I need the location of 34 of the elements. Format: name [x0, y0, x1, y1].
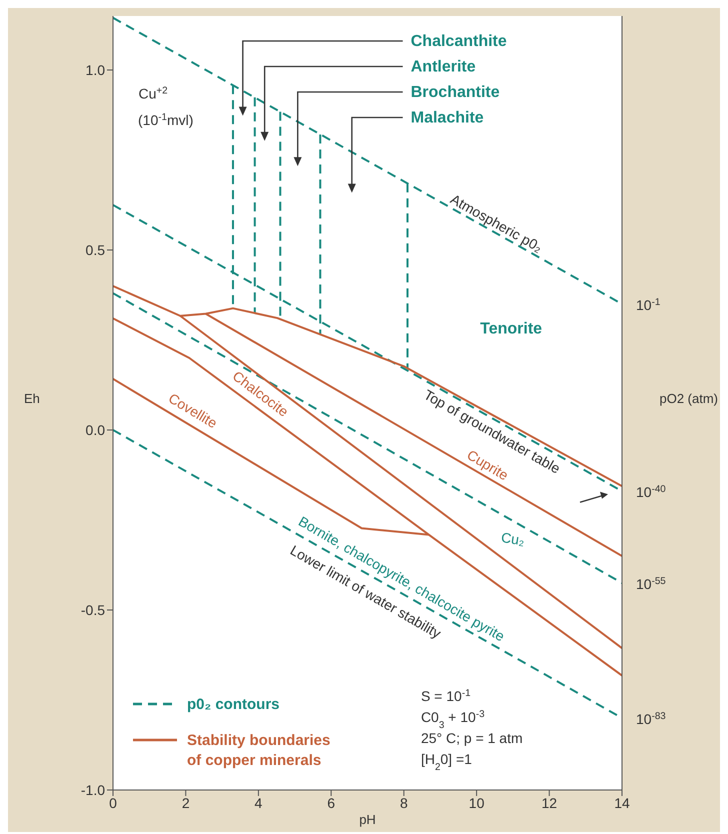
annotation: C0$_{3}$ + 10$^{-3}$: [420, 708, 486, 730]
annotation: Cu₂: [500, 529, 526, 548]
x-tick-label: 0: [109, 794, 118, 811]
x-tick-label: 8: [400, 794, 408, 811]
legend-label: Stability boundaries of copper minerals: [187, 732, 330, 769]
annotation: Chalcanthite: [410, 33, 507, 50]
y-tick-label: 0.0: [86, 422, 106, 438]
annotation: S = 10$^{-1}$: [420, 687, 471, 704]
annotation: Antlerite: [410, 58, 476, 76]
annotation: Cu$^{+2}$: [138, 84, 168, 102]
annotation: Brochantite: [410, 84, 500, 101]
x-tick-label: 2: [182, 794, 190, 811]
y-tick-label: -0.5: [80, 602, 106, 618]
x-tick-label: 4: [254, 794, 263, 811]
x-tick-label: 6: [327, 794, 336, 811]
text: 10$^{-1}$: [636, 296, 660, 313]
y-tick-label: -1.0: [80, 782, 106, 798]
x-tick-label: 10: [468, 794, 485, 811]
x-tick-label: 14: [614, 794, 630, 811]
text: 10$^{-55}$: [636, 576, 666, 592]
legend-label: p0₂ contours: [187, 696, 280, 713]
text: pO2 (atm): [659, 391, 718, 406]
y-tick-label: 0.5: [86, 242, 106, 258]
text: 10$^{-83}$: [636, 710, 666, 727]
x-axis-title: pH: [359, 812, 376, 827]
annotation: Malachite: [410, 110, 484, 126]
text: 10$^{-40}$: [636, 484, 666, 500]
annotation: Tenorite: [480, 320, 542, 338]
annotation: (10$^{-1}$mvl): [138, 112, 194, 128]
annotation: 25° C; p = 1 atm: [420, 730, 523, 746]
y-axis-title: Eh: [24, 391, 40, 406]
annotation: [H$_{2}$0] =1: [420, 750, 472, 772]
y-tick-label: 1.0: [86, 62, 106, 78]
x-tick-label: 12: [541, 794, 558, 811]
